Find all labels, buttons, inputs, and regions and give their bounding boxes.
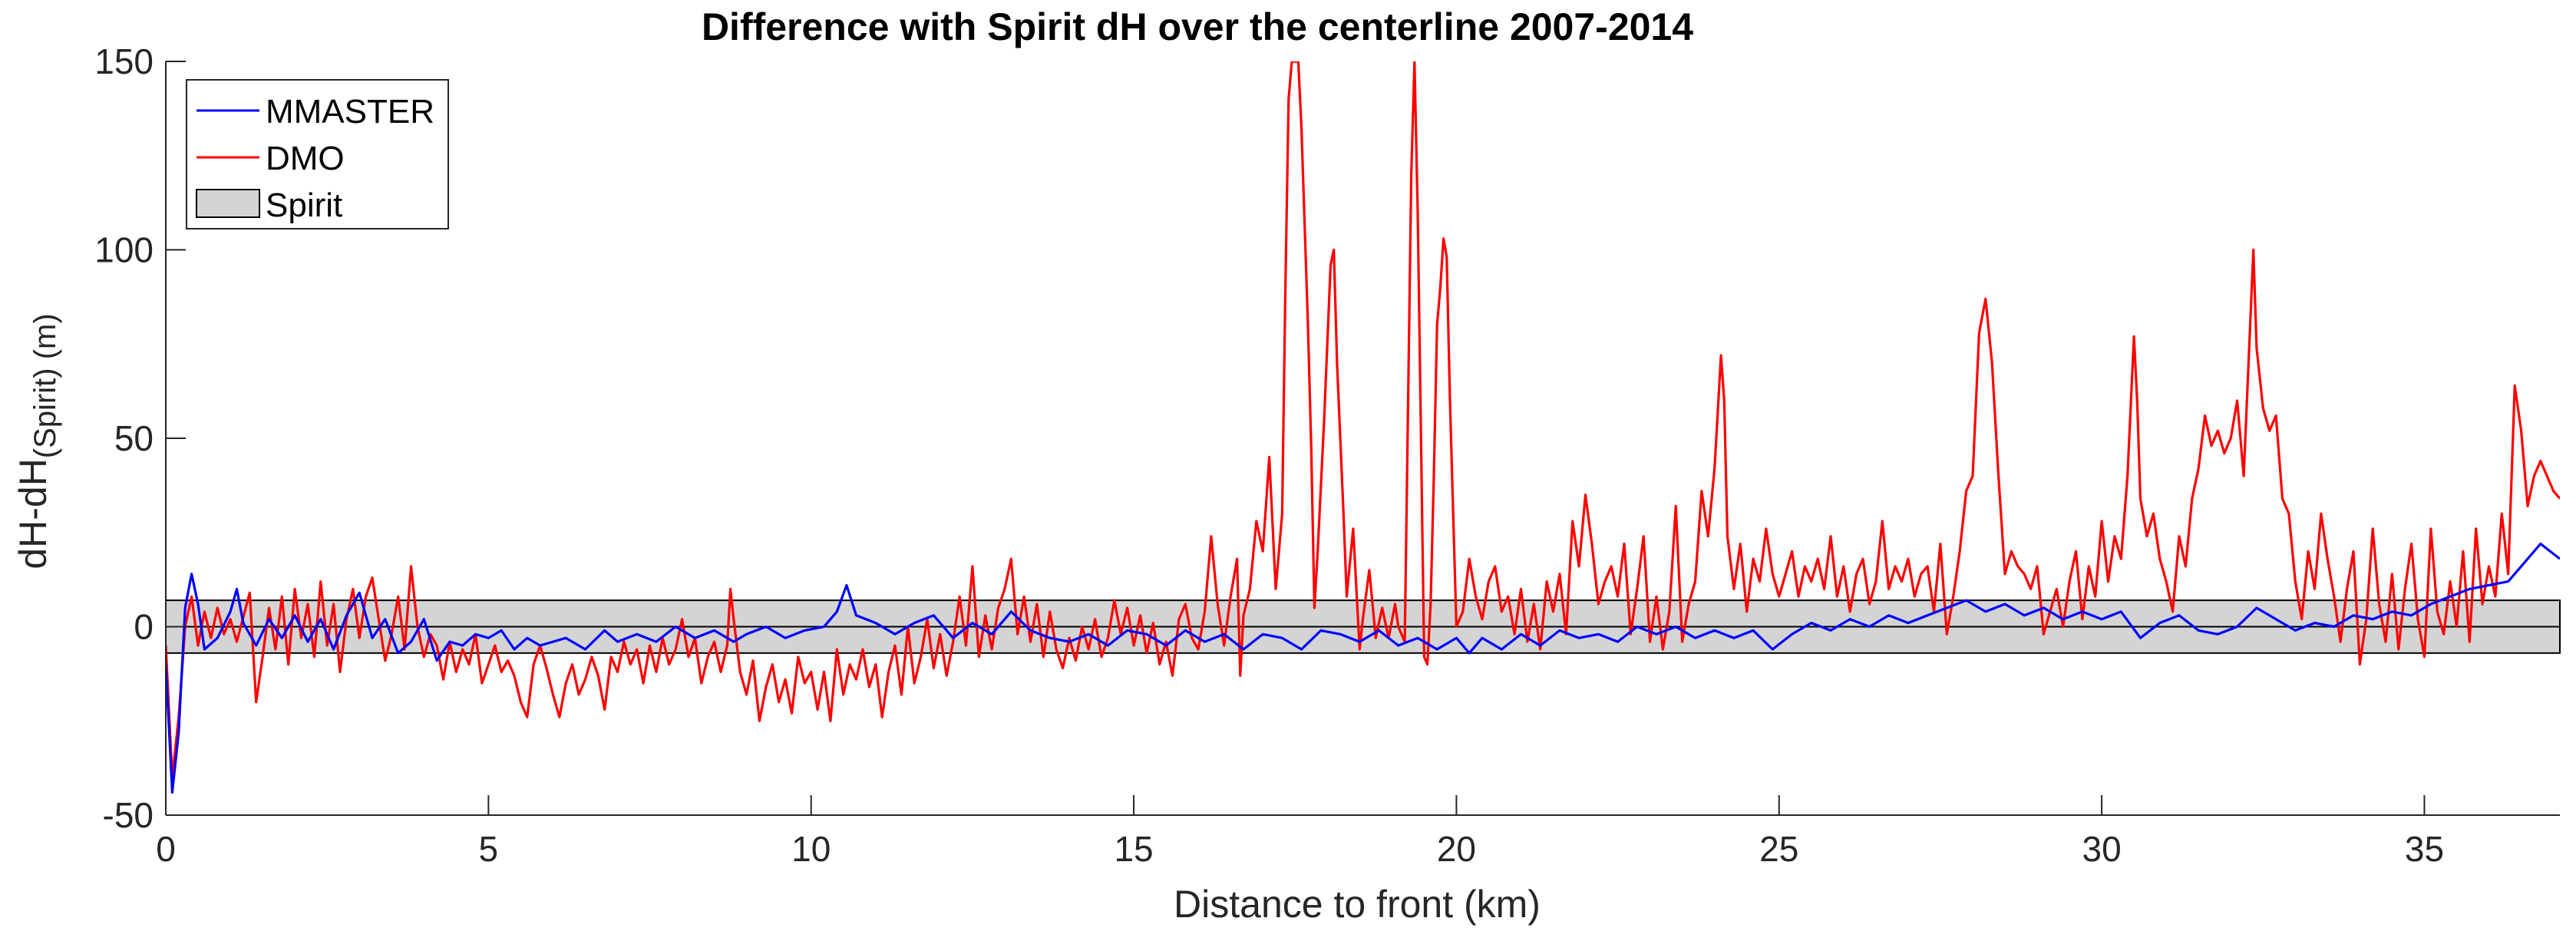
chart-title: Difference with Spirit dH over the cente… <box>702 5 1693 48</box>
x-axis-label: Distance to front (km) <box>1174 883 1541 926</box>
series-line-dmo <box>166 61 2560 779</box>
y-tick-label--50: -50 <box>103 795 154 835</box>
x-tick-label-5: 5 <box>479 829 499 869</box>
legend-swatch-spirit <box>196 189 260 218</box>
y-axis-label-main: dH-dH <box>12 458 54 569</box>
legend: MMASTER DMO Spirit <box>186 79 449 229</box>
legend-label-spirit: Spirit <box>266 187 342 224</box>
y-axis-label: dH-dH(Spirit) (m) <box>12 313 62 569</box>
x-tick-label-15: 15 <box>1114 829 1153 869</box>
legend-label-mmaster: MMASTER <box>266 93 434 130</box>
x-tick-label-25: 25 <box>1759 829 1798 869</box>
y-axis-label-subscript: (Spirit) (m) <box>28 313 62 458</box>
x-tick-label-0: 0 <box>156 829 176 869</box>
x-tick-label-35: 35 <box>2405 829 2444 869</box>
series-line-mmaster <box>166 542 2560 794</box>
x-tick-label-30: 30 <box>2082 829 2122 869</box>
y-tick-label-0: 0 <box>134 607 154 647</box>
legend-label-dmo: DMO <box>266 140 345 177</box>
x-tick-label-20: 20 <box>1437 829 1476 869</box>
y-tick-label-50: 50 <box>114 418 154 458</box>
y-tick-label-100: 100 <box>94 230 154 270</box>
x-tick-label-10: 10 <box>791 829 831 869</box>
y-tick-label-150: 150 <box>94 41 154 81</box>
plot-area <box>165 61 2561 794</box>
